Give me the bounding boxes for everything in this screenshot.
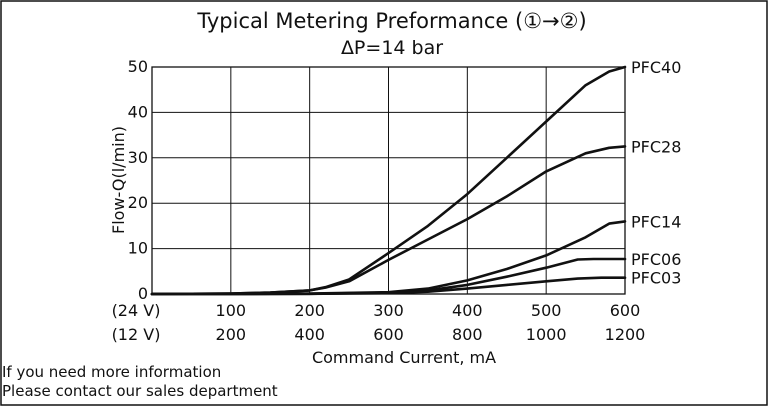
series-label-pfc40: PFC40	[631, 58, 681, 77]
series-line-pfc03	[150, 276, 627, 296]
series-label-pfc03: PFC03	[631, 269, 681, 288]
y-ticks: 0 10 20 30 40 50	[128, 57, 148, 303]
footer-line-2: Please contact our sales department	[2, 382, 278, 400]
y-tick-label: 20	[128, 193, 148, 212]
x-tick-label-12v: 1000	[526, 325, 567, 344]
x-tick-label-24v: 100	[216, 301, 247, 320]
x-tick-label-24v: 300	[373, 301, 404, 320]
x-tick-label-12v: (12 V)	[112, 325, 161, 344]
y-axis-label: Flow-Q(l/min)	[109, 126, 128, 234]
x-tick-label-24v: 500	[531, 301, 562, 320]
series-label-pfc06: PFC06	[631, 250, 681, 269]
y-tick-label: 10	[128, 239, 148, 258]
x-ticks: (24 V) 100 200 300 400 500 600 (12 V) 200 400 600 8…	[112, 301, 646, 344]
x-tick-label-12v: 600	[373, 325, 404, 344]
chart-subtitle: ΔP=14 bar	[341, 37, 443, 59]
x-axis-label: Command Current, mA	[312, 348, 496, 367]
x-tick-label-24v: 600	[610, 301, 641, 320]
x-tick-label-24v: (24 V)	[112, 301, 161, 320]
y-tick-label: 50	[128, 57, 148, 76]
x-tick-label-24v: 400	[452, 301, 483, 320]
x-tick-label-12v: 800	[452, 325, 483, 344]
y-tick-label: 30	[128, 148, 148, 167]
y-tick-label: 40	[128, 102, 148, 121]
y-tick-label: 0	[138, 284, 148, 303]
series-line-pfc28	[150, 145, 627, 296]
chart-title: Typical Metering Preformance (①→②)	[196, 9, 586, 33]
series-label-pfc14: PFC14	[631, 212, 681, 231]
series-lines	[150, 65, 627, 296]
x-tick-label-12v: 200	[216, 325, 247, 344]
x-tick-label-12v: 1200	[605, 325, 646, 344]
series-label-pfc28: PFC28	[631, 137, 681, 156]
x-tick-label-24v: 200	[294, 301, 325, 320]
footer-line-1: If you need more information	[2, 363, 222, 381]
grid	[151, 66, 626, 295]
x-tick-label-12v: 400	[294, 325, 325, 344]
